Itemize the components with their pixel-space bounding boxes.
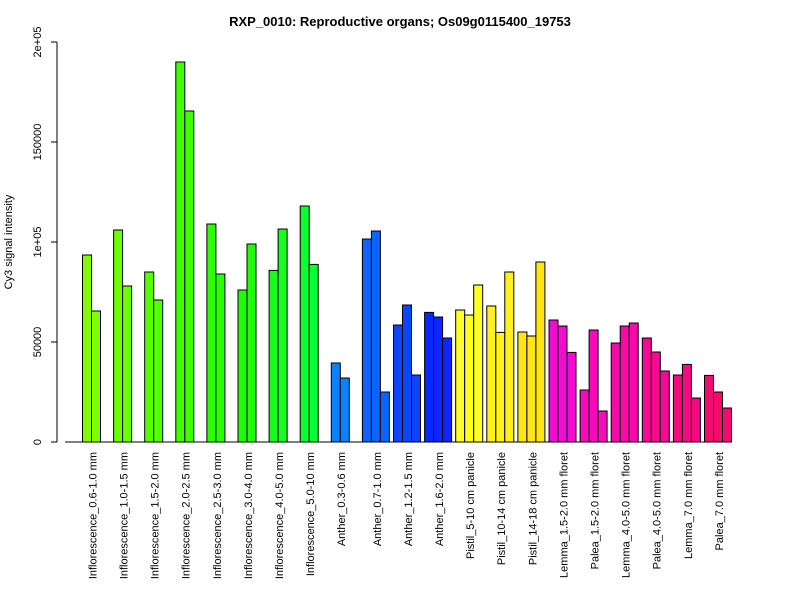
category-label: Palea_1.5-2.0 mm floret xyxy=(590,452,602,569)
bar xyxy=(535,261,546,443)
bar xyxy=(690,397,701,443)
bar xyxy=(495,331,506,443)
y-tick-label: 0 xyxy=(32,439,44,445)
bar xyxy=(650,351,661,443)
bar xyxy=(361,238,372,443)
bar xyxy=(548,319,559,443)
bar xyxy=(433,316,444,443)
bar xyxy=(184,110,195,443)
bar xyxy=(393,324,403,443)
bar xyxy=(504,271,515,443)
bar xyxy=(628,322,639,443)
bar xyxy=(557,325,568,443)
y-tick-label: 2e+05 xyxy=(32,27,44,58)
y-axis: 0 50000 1e+05 150000 2e+05 xyxy=(32,27,58,445)
bar xyxy=(113,229,124,443)
bar xyxy=(455,309,466,443)
bar xyxy=(464,314,475,443)
category-label: Inflorescence_2.0-2.5 mm xyxy=(181,452,193,579)
bar xyxy=(122,285,133,443)
category-label: Anther_0.7-1.0 mm xyxy=(372,452,384,546)
bar xyxy=(517,331,528,443)
category-label: Palea_7.0 mm floret xyxy=(714,452,726,550)
bar xyxy=(526,335,537,443)
category-label: Inflorescence_0.6-1.0 mm xyxy=(87,452,99,579)
category-label: Pistil_14-18 cm panicle xyxy=(527,452,539,565)
bar xyxy=(713,391,723,443)
bar xyxy=(268,269,279,443)
bar xyxy=(206,223,217,443)
bar xyxy=(704,374,714,443)
bar xyxy=(299,205,310,443)
bar xyxy=(402,304,412,443)
bar xyxy=(175,61,186,443)
bar xyxy=(473,284,484,443)
bar xyxy=(424,311,435,443)
bar xyxy=(370,230,381,443)
category-label: Pistil_10-14 cm panicle xyxy=(496,452,508,565)
bar xyxy=(277,228,288,443)
category-label: Anther_1.2-1.5 mm xyxy=(403,452,415,546)
bar xyxy=(339,377,350,443)
bar xyxy=(659,370,670,443)
bar xyxy=(672,374,683,443)
y-tick-label: 50000 xyxy=(32,327,44,358)
bar xyxy=(153,299,164,443)
category-label: Lemma_1.5-2.0 mm floret xyxy=(558,452,570,578)
bar xyxy=(579,389,590,443)
y-tick-label: 1e+05 xyxy=(32,227,44,258)
bar xyxy=(330,362,341,443)
bar xyxy=(619,325,630,443)
chart-title: RXP_0010: Reproductive organs; Os09g0115… xyxy=(229,14,571,29)
bar xyxy=(308,263,319,443)
bar-series xyxy=(82,61,732,443)
bar xyxy=(237,289,248,443)
bar xyxy=(681,363,692,443)
bar xyxy=(610,342,621,443)
category-label: Pistil_5-10 cm panicle xyxy=(465,452,477,559)
category-label: Inflorescence_1.0-1.5 mm xyxy=(119,452,131,579)
category-label: Anther_0.3-0.6 mm xyxy=(336,452,348,546)
bar xyxy=(82,254,92,443)
category-label: Anther_1.6-2.0 mm xyxy=(434,452,446,546)
category-label: Palea_4.0-5.0 mm floret xyxy=(652,452,664,569)
bar xyxy=(486,305,497,443)
category-label: Lemma_4.0-5.0 mm floret xyxy=(621,452,633,578)
bar xyxy=(91,310,101,443)
bar xyxy=(597,410,608,443)
category-label: Inflorescence_3.0-4.0 mm xyxy=(243,452,255,579)
category-label: Inflorescence_4.0-5.0 mm xyxy=(274,452,286,579)
bar xyxy=(442,337,453,443)
y-tick-label: 150000 xyxy=(32,124,44,161)
bar xyxy=(411,374,421,443)
bar xyxy=(722,407,732,443)
bar xyxy=(215,273,226,443)
bar xyxy=(641,337,652,443)
bar xyxy=(588,329,599,443)
category-label: Lemma_7.0 mm floret xyxy=(683,452,695,559)
bar xyxy=(144,271,155,443)
category-label: Inflorescence_2.5-3.0 mm xyxy=(212,452,224,579)
category-label: Inflorescence_5.0-10 mm xyxy=(305,452,317,576)
bar xyxy=(566,351,577,443)
bar xyxy=(246,243,257,443)
bar xyxy=(379,391,390,443)
y-axis-label: Cy3 signal intensity xyxy=(3,194,15,289)
category-label: Inflorescence_1.5-2.0 mm xyxy=(150,452,162,579)
category-labels: Inflorescence_0.6-1.0 mm Inflorescence_1.… xyxy=(87,452,726,579)
